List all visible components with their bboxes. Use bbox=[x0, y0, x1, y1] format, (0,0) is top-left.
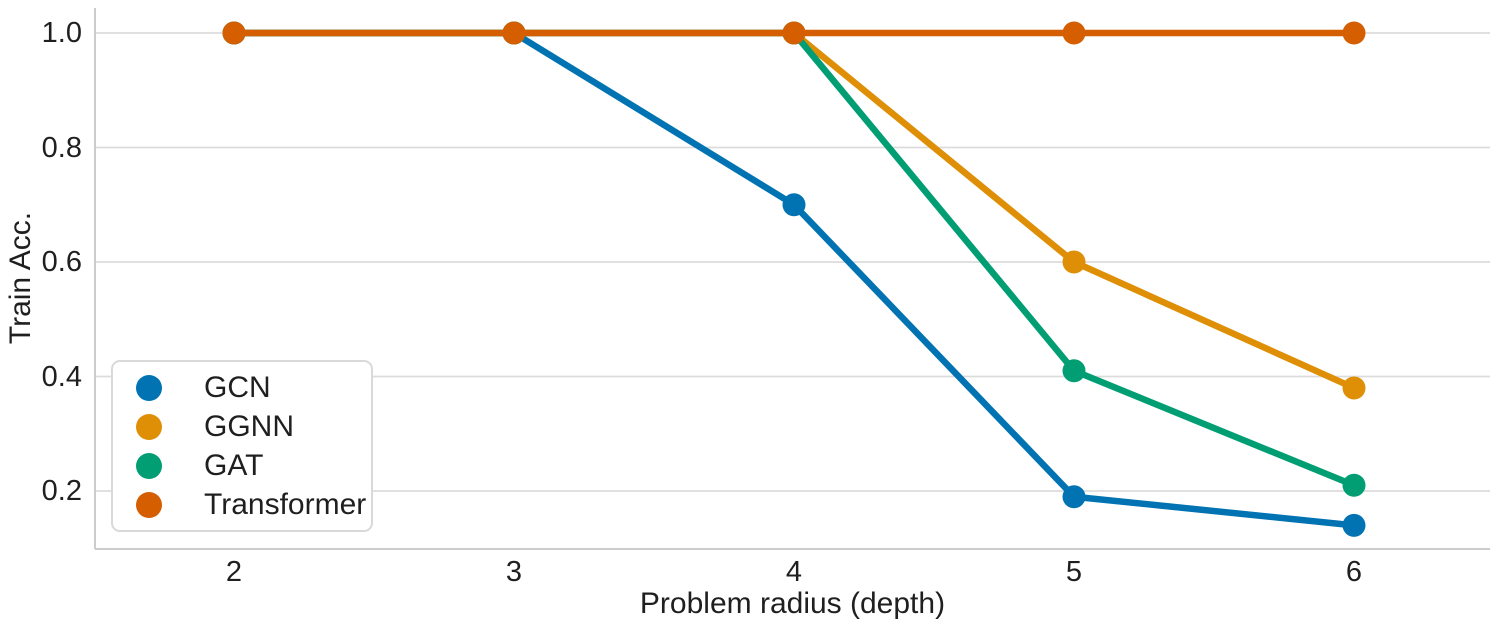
x-tick-label: 4 bbox=[785, 556, 803, 588]
x-tick-label: 2 bbox=[225, 556, 243, 588]
legend-label: GCN bbox=[204, 370, 271, 404]
axes-spines bbox=[94, 8, 1490, 550]
marker-transformer bbox=[502, 21, 526, 45]
legend-item-gat: GAT bbox=[136, 448, 371, 482]
marker-transformer bbox=[1342, 21, 1366, 45]
marker-gat bbox=[1062, 359, 1086, 383]
legend-label: Transformer bbox=[204, 487, 367, 521]
marker-ggnn bbox=[1062, 250, 1086, 274]
marker-ggnn bbox=[1342, 376, 1366, 400]
transformer-marker-icon bbox=[136, 491, 162, 518]
marker-transformer bbox=[1062, 21, 1086, 45]
y-tick-label: 0.4 bbox=[41, 360, 82, 393]
y-tick-label: 0.8 bbox=[41, 131, 82, 164]
ggnn-marker-icon bbox=[136, 413, 162, 440]
legend-label: GGNN bbox=[204, 409, 294, 443]
line-gcn bbox=[230, 29, 1358, 529]
legend-label: GAT bbox=[204, 448, 264, 482]
data-series bbox=[222, 21, 1366, 537]
y-tick-label: 0.6 bbox=[41, 246, 82, 278]
gat-marker-icon bbox=[136, 452, 162, 479]
x-axis-title: Problem radius (depth) bbox=[639, 587, 946, 620]
line-gat bbox=[230, 29, 1358, 489]
legend: GCN GGNN GAT Transformer bbox=[111, 360, 373, 532]
x-tick-label: 3 bbox=[505, 556, 523, 588]
x-tick-label: 5 bbox=[1065, 556, 1083, 588]
legend-item-ggnn: GGNN bbox=[136, 409, 371, 443]
marker-gcn bbox=[1342, 513, 1366, 537]
gcn-marker-icon bbox=[136, 374, 162, 401]
marker-gcn bbox=[1062, 485, 1086, 509]
marker-transformer bbox=[222, 21, 246, 45]
y-tick-label: 1.0 bbox=[41, 17, 82, 49]
legend-item-gcn: GCN bbox=[136, 370, 371, 404]
marker-transformer bbox=[782, 21, 806, 45]
marker-gat bbox=[1342, 473, 1366, 497]
y-tick-label: 0.2 bbox=[41, 475, 82, 507]
legend-item-transformer: Transformer bbox=[136, 487, 371, 521]
marker-gcn bbox=[782, 193, 806, 217]
x-tick-label: 6 bbox=[1345, 556, 1363, 588]
